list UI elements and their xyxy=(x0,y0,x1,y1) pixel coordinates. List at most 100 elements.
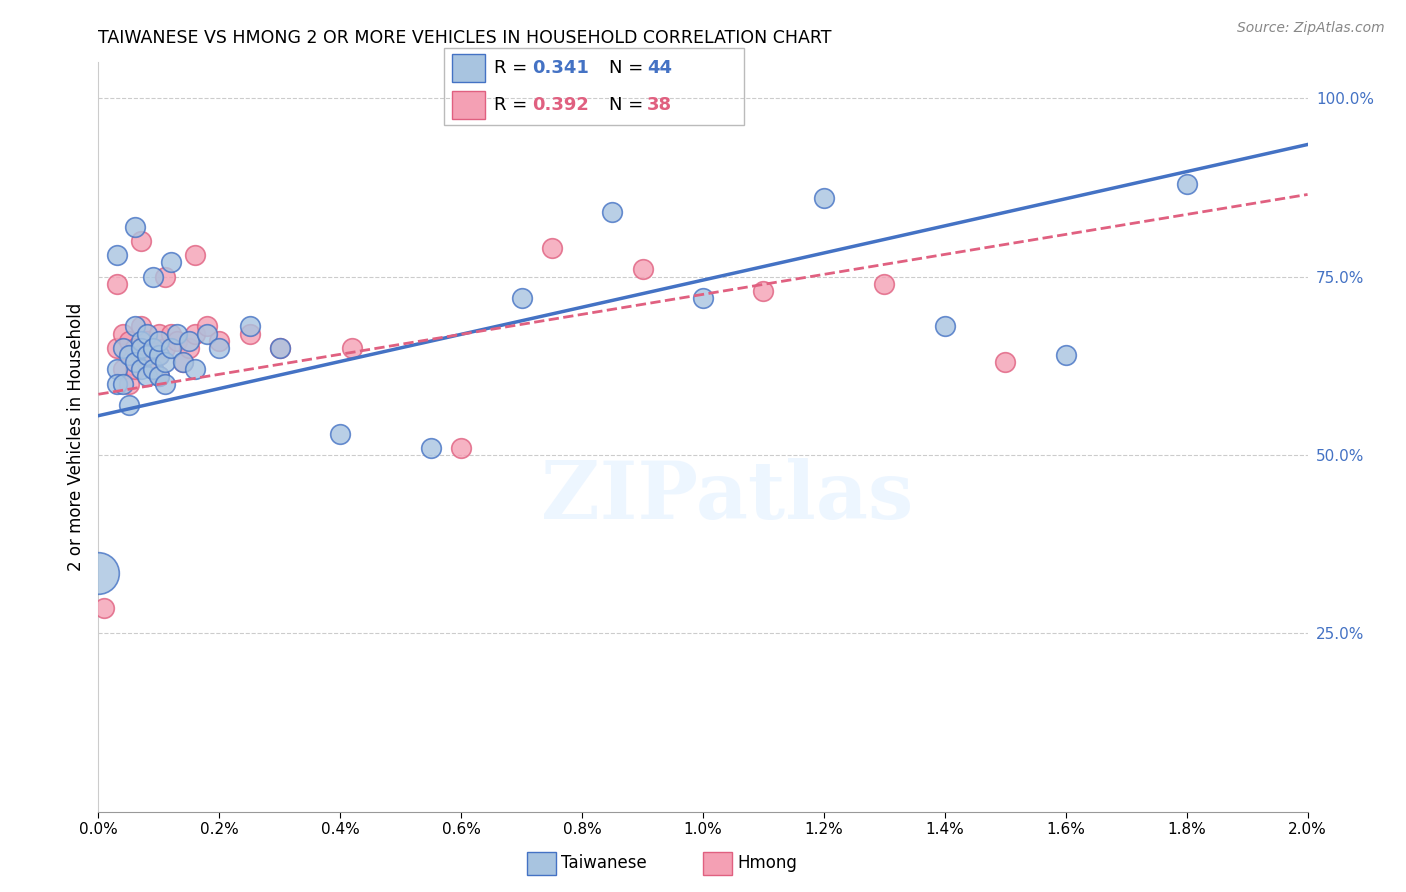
Point xyxy=(105,277,128,291)
Point xyxy=(129,348,152,362)
Point xyxy=(118,348,141,362)
Point xyxy=(934,319,956,334)
Point xyxy=(160,326,183,341)
Point xyxy=(184,248,207,262)
Point xyxy=(166,326,188,341)
Bar xyxy=(451,54,485,82)
Point xyxy=(160,255,183,269)
Point xyxy=(510,291,533,305)
Point xyxy=(148,369,170,384)
Point xyxy=(450,441,472,455)
Point xyxy=(160,341,183,355)
Point xyxy=(329,426,352,441)
Point xyxy=(105,248,128,262)
Point xyxy=(208,341,231,355)
Text: R =: R = xyxy=(495,59,533,77)
Point xyxy=(118,334,141,348)
Point xyxy=(111,362,134,376)
Point xyxy=(93,601,115,615)
Point xyxy=(239,319,262,334)
Point xyxy=(172,355,194,369)
Point xyxy=(269,341,291,355)
Point xyxy=(166,334,188,348)
Bar xyxy=(451,91,485,119)
Point xyxy=(153,269,176,284)
Point xyxy=(239,326,262,341)
Text: Source: ZipAtlas.com: Source: ZipAtlas.com xyxy=(1237,21,1385,35)
Point xyxy=(692,291,714,305)
Point xyxy=(602,205,624,219)
Point xyxy=(129,341,152,355)
Point xyxy=(135,355,157,369)
Point xyxy=(124,362,146,376)
Point xyxy=(540,241,562,255)
Point xyxy=(148,348,170,362)
Point xyxy=(124,355,146,369)
Point xyxy=(142,362,165,376)
Point xyxy=(135,326,157,341)
Bar xyxy=(527,852,557,875)
Point xyxy=(1054,348,1077,362)
Text: R =: R = xyxy=(495,96,533,114)
Point xyxy=(142,341,165,355)
Text: N =: N = xyxy=(609,59,650,77)
Point xyxy=(135,369,157,384)
Point xyxy=(129,319,152,334)
Point xyxy=(148,348,170,362)
Point xyxy=(135,334,157,348)
Point xyxy=(148,369,170,384)
Point xyxy=(142,362,165,376)
Text: 0.392: 0.392 xyxy=(531,96,589,114)
Point xyxy=(87,566,110,580)
Point xyxy=(172,355,194,369)
Point xyxy=(752,284,775,298)
Point xyxy=(111,326,134,341)
Point xyxy=(631,262,654,277)
Point xyxy=(153,341,176,355)
Point xyxy=(184,362,207,376)
Point xyxy=(135,348,157,362)
Point xyxy=(153,376,176,391)
Point xyxy=(420,441,443,455)
Point xyxy=(813,191,835,205)
Bar xyxy=(703,852,733,875)
Point xyxy=(142,269,165,284)
Text: 38: 38 xyxy=(647,96,672,114)
Point xyxy=(105,362,128,376)
Point xyxy=(129,234,152,248)
Point xyxy=(105,376,128,391)
Point xyxy=(873,277,896,291)
Point xyxy=(129,362,152,376)
Point xyxy=(148,334,170,348)
Point xyxy=(142,341,165,355)
Point xyxy=(1175,177,1198,191)
Point xyxy=(129,334,152,348)
Text: TAIWANESE VS HMONG 2 OR MORE VEHICLES IN HOUSEHOLD CORRELATION CHART: TAIWANESE VS HMONG 2 OR MORE VEHICLES IN… xyxy=(98,29,832,47)
Text: N =: N = xyxy=(609,96,650,114)
Text: Taiwanese: Taiwanese xyxy=(561,855,647,872)
Point xyxy=(153,355,176,369)
Point xyxy=(208,334,231,348)
Point xyxy=(148,326,170,341)
Point xyxy=(269,341,291,355)
Point xyxy=(994,355,1017,369)
Point xyxy=(124,219,146,234)
Text: 0.341: 0.341 xyxy=(531,59,589,77)
Point xyxy=(179,341,201,355)
Point xyxy=(342,341,364,355)
Text: ZIPatlas: ZIPatlas xyxy=(541,458,914,536)
Point xyxy=(179,334,201,348)
Point xyxy=(118,376,141,391)
Point xyxy=(118,398,141,412)
Text: Hmong: Hmong xyxy=(737,855,797,872)
Point xyxy=(195,319,218,334)
Point xyxy=(184,326,207,341)
Point xyxy=(124,319,146,334)
Point xyxy=(111,376,134,391)
Point xyxy=(195,326,218,341)
Text: 44: 44 xyxy=(647,59,672,77)
Y-axis label: 2 or more Vehicles in Household: 2 or more Vehicles in Household xyxy=(66,303,84,571)
Point xyxy=(105,341,128,355)
Point xyxy=(111,341,134,355)
Point xyxy=(124,341,146,355)
